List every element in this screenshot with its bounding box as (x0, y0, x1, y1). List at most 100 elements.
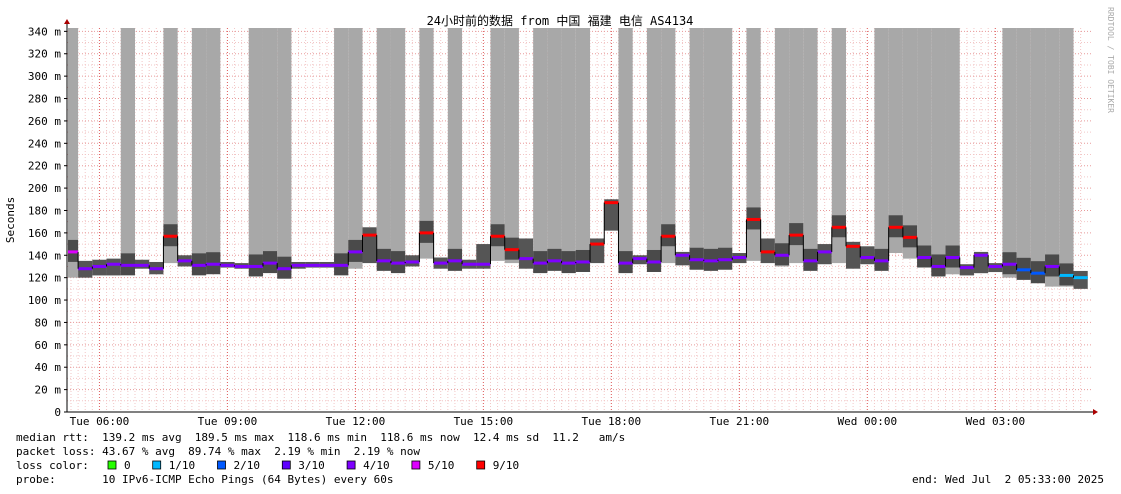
x-tick-label: Tue 09:00 (198, 415, 258, 428)
smoke (590, 238, 605, 264)
smoke (362, 227, 377, 264)
smoke (604, 199, 619, 231)
stats-loss: packet loss: 43.67 % avg 89.74 % max 2.1… (16, 445, 420, 458)
smoke (476, 244, 491, 269)
watermark: RRDTOOL / TOBI OETIKER (1106, 7, 1115, 113)
smoke (689, 28, 704, 265)
y-tick-label: 40 m (35, 361, 62, 374)
legend-swatch (411, 460, 421, 470)
smoke (191, 28, 207, 269)
smoke (68, 28, 79, 278)
y-tick-label: 240 m (28, 137, 61, 150)
x-tick-label: Tue 06:00 (70, 415, 130, 428)
smoke (860, 246, 875, 265)
smoke (803, 28, 818, 267)
y-tick-label: 300 m (28, 70, 61, 83)
smoke (1045, 28, 1060, 287)
x-tick-label: Tue 12:00 (326, 415, 386, 428)
smoke (504, 28, 519, 264)
smoke (334, 28, 349, 269)
y-tick-label: 200 m (28, 182, 61, 195)
y-arrow (64, 19, 70, 24)
x-tick-label: Tue 18:00 (582, 415, 642, 428)
smoke (390, 28, 406, 269)
smoke (106, 258, 121, 276)
legend-label: 2/10 (234, 459, 261, 472)
y-tick-label: 260 m (28, 115, 61, 128)
y-tick-label: 160 m (28, 227, 61, 240)
x-tick-label: Wed 03:00 (965, 415, 1025, 428)
y-tick-label: 220 m (28, 160, 61, 173)
smoke (248, 28, 263, 269)
smoke (1030, 28, 1046, 284)
x-tick-label: Tue 21:00 (710, 415, 770, 428)
end-time: end: Wed Jul 2 05:33:00 2025 (912, 473, 1104, 486)
y-tick-label: 100 m (28, 294, 61, 307)
y-axis-label: Seconds (4, 197, 17, 243)
smoke (1016, 28, 1031, 280)
smoke (518, 238, 534, 269)
smoke (419, 28, 434, 259)
smoke (703, 28, 719, 265)
smoke (120, 28, 135, 271)
smoke (490, 28, 505, 261)
smoke (348, 28, 363, 269)
legend-swatch (217, 460, 226, 470)
legend-label: 3/10 (298, 459, 325, 472)
probe: probe: 10 IPv6-ICMP Echo Pings (64 Bytes… (16, 473, 394, 486)
smoke (945, 28, 960, 275)
smoke (1073, 270, 1088, 289)
smoke (547, 28, 562, 268)
x-arrow (1093, 409, 1098, 415)
y-tick-label: 20 m (35, 384, 62, 397)
smoke (575, 28, 591, 268)
smoke (1002, 28, 1017, 278)
smoke (959, 264, 974, 276)
chart-title: 24小时前的数据 from 中国 福建 电信 AS4134 (427, 13, 694, 28)
smoke (817, 244, 832, 265)
legend-swatch (476, 460, 486, 470)
smoke (845, 241, 861, 269)
smoke (1059, 28, 1074, 287)
smoke (774, 28, 790, 267)
y-tick-label: 280 m (28, 93, 61, 106)
y-tick-label: 320 m (28, 48, 61, 61)
legend-label: 4/10 (363, 459, 390, 472)
y-tick-label: 80 m (35, 316, 62, 329)
smoke (718, 28, 733, 264)
y-tick-label: 340 m (28, 25, 61, 38)
legend-swatch (152, 460, 162, 470)
legend-swatch (107, 460, 117, 470)
x-tick-label: Wed 00:00 (838, 415, 898, 428)
smoke (262, 28, 278, 271)
x-tick-label: Tue 15:00 (454, 415, 514, 428)
smoke (746, 28, 761, 261)
smoke (661, 28, 676, 264)
smoke (831, 28, 846, 264)
median-line (68, 201, 1088, 280)
smoke (163, 28, 178, 264)
smoke (888, 28, 903, 254)
legend-label: 9/10 (493, 459, 520, 472)
smoke (561, 28, 576, 268)
y-tick-label: 180 m (28, 204, 61, 217)
smoke (902, 28, 918, 259)
legend-swatch (281, 460, 291, 470)
legend-label: 0 (124, 459, 131, 472)
labels: 0 20 m 40 m 60 m 80 m 100 m 120 m 140 m 160 m 180… (28, 25, 1025, 428)
legend-swatch (346, 460, 356, 470)
stats-rtt: median rtt: 139.2 ms avg 189.5 ms max 11… (16, 431, 625, 444)
smoke (789, 28, 804, 264)
smoke (376, 28, 391, 270)
y-tick-label: 120 m (28, 272, 61, 285)
y-tick-label: 0 (54, 406, 61, 419)
axes (64, 19, 1098, 415)
smoke (277, 28, 292, 274)
smoke (973, 251, 989, 274)
smoke (447, 28, 463, 269)
smoke (533, 28, 548, 269)
legend-label: 1/10 (169, 459, 196, 472)
smoke (874, 28, 889, 265)
